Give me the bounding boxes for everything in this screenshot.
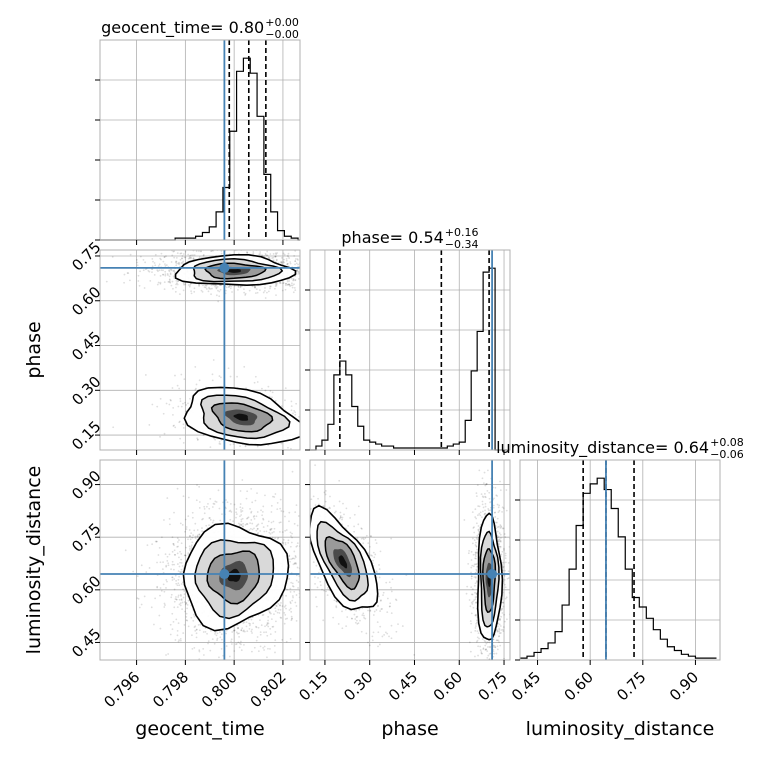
- grid-layer: [100, 40, 720, 660]
- y-tick-label-luminosity_distance: 0.75: [68, 519, 104, 555]
- panel-title-minus: −0.34: [445, 238, 479, 251]
- density-geocent_time-phase-contour-1-4: [233, 413, 249, 421]
- panel-title-plus: +0.08: [710, 436, 744, 449]
- panel-title-phase: phase = 0.54 +0.16−0.34: [341, 226, 478, 251]
- panel-frame-2-0: [99, 459, 301, 661]
- x-axis-label-luminosity_distance: luminosity_distance: [526, 718, 715, 740]
- panel-title-plus: +0.16: [445, 226, 479, 239]
- panel-frame-1-1: [309, 249, 511, 451]
- panel-title-value: = 0.64: [655, 438, 709, 457]
- marks-layer: [100, 40, 717, 660]
- density-phase-luminosity_distance-contour-0-4: [338, 555, 348, 569]
- x-tick-label-luminosity_distance: 0.45: [508, 668, 544, 704]
- x-tick-label-phase: 0.45: [385, 668, 421, 704]
- y-axis-label-phase: phase: [23, 321, 45, 378]
- y-tick-label-phase: 0.60: [68, 283, 104, 319]
- density-layer: [174, 254, 504, 641]
- panel-frame-0-0: [99, 39, 301, 241]
- panel-title-text: phase: [341, 228, 389, 247]
- histogram-luminosity_distance: [520, 477, 717, 659]
- y-tick-label-luminosity_distance: 0.45: [68, 625, 104, 661]
- panel-title-value: = 0.80: [210, 18, 264, 37]
- density-geocent_time-luminosity_distance-contours: [182, 522, 290, 632]
- panel-frame-2-1: [309, 459, 511, 661]
- y-tick-label-phase: 0.30: [68, 373, 104, 409]
- y-axis-label-luminosity_distance: luminosity_distance: [23, 466, 45, 655]
- y-tick-label-luminosity_distance: 0.60: [68, 572, 104, 608]
- panel-title-luminosity_distance: luminosity_distance = 0.64 +0.08−0.06: [496, 436, 744, 461]
- x-tick-label-luminosity_distance: 0.90: [666, 668, 702, 704]
- density-geocent_time-phase-truth-point: [219, 262, 230, 273]
- panel-title-plus: +0.00: [265, 16, 299, 29]
- panel-title-minus: −0.00: [265, 28, 299, 41]
- panel-frame-1-0: [99, 249, 301, 451]
- x-axis-label-phase: phase: [381, 718, 438, 740]
- y-tick-label-luminosity_distance: 0.90: [68, 467, 104, 503]
- y-tick-label-phase: 0.15: [68, 417, 104, 453]
- y-tick-label-phase: 0.75: [68, 238, 104, 274]
- panel-title-minus: −0.06: [710, 448, 744, 461]
- x-tick-label-phase: 0.30: [340, 668, 376, 704]
- histogram-geocent_time: [100, 57, 300, 241]
- frames-layer: [95, 39, 721, 665]
- x-tick-label-geocent_time: 0.798: [149, 668, 192, 711]
- density-geocent_time-luminosity_distance-contour-0-4: [227, 568, 241, 582]
- x-tick-label-luminosity_distance: 0.60: [561, 668, 597, 704]
- panel-title-value: = 0.54: [390, 228, 444, 247]
- panel-title-geocent_time: geocent_time = 0.80 +0.00−0.00: [101, 16, 299, 41]
- density-geocent_time-luminosity_distance-truth-point: [219, 569, 230, 580]
- density-phase-luminosity_distance-truth-point: [487, 569, 498, 580]
- density-phase-luminosity_distance-contours: [310, 504, 504, 641]
- panel-title-text: geocent_time: [101, 18, 210, 38]
- x-tick-label-phase: 0.15: [295, 668, 331, 704]
- x-tick-label-phase: 0.60: [430, 668, 466, 704]
- x-tick-label-luminosity_distance: 0.75: [613, 668, 649, 704]
- x-tick-label-phase: 0.75: [475, 668, 511, 704]
- y-tick-label-phase: 0.45: [68, 328, 104, 364]
- x-tick-label-geocent_time: 0.800: [198, 668, 241, 711]
- panel-frame-2-2: [519, 459, 721, 661]
- x-tick-label-geocent_time: 0.796: [100, 668, 143, 711]
- x-tick-label-geocent_time: 0.802: [247, 668, 290, 711]
- density-geocent_time-phase-contour-0-4: [226, 269, 241, 273]
- panel-title-text: luminosity_distance: [496, 438, 655, 458]
- x-axis-label-geocent_time: geocent_time: [135, 718, 264, 740]
- density-geocent_time-phase-contours: [174, 254, 300, 446]
